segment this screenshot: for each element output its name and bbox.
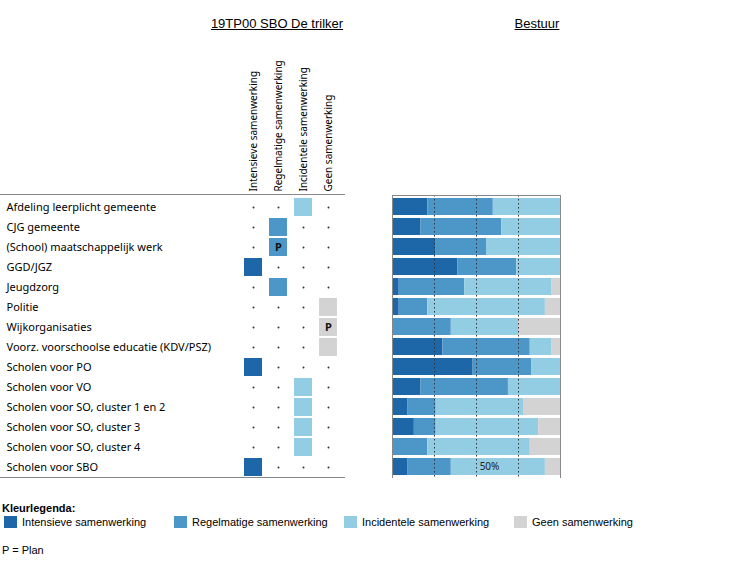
svg-text:P: P — [325, 319, 332, 334]
html-text:Incidentele samenwerking: Incidentele samenwerking — [362, 516, 490, 528]
svg-text:Scholen voor SO, cluster 4: Scholen voor SO, cluster 4 — [7, 439, 142, 454]
html-text:Intensieve samenwerking: Intensieve samenwerking — [22, 516, 147, 528]
svg-text:Afdeling leerplicht gemeente: Afdeling leerplicht gemeente — [7, 199, 157, 214]
html-text:Kleurlegenda:: Kleurlegenda: — [2, 502, 76, 514]
html-text:Regelmatige samenwerking: Regelmatige samenwerking — [192, 516, 328, 528]
svg-text:Wijkorganisaties: Wijkorganisaties — [7, 319, 92, 334]
svg-text:Scholen voor SBO: Scholen voor SBO — [7, 459, 99, 474]
svg-text:(School) maatschappelijk werk: (School) maatschappelijk werk — [7, 239, 163, 254]
html-text:P = Plan: P = Plan — [2, 544, 44, 556]
html-text:Geen samenwerking: Geen samenwerking — [532, 516, 633, 528]
svg-text:Scholen voor PO: Scholen voor PO — [7, 359, 92, 374]
svg-text:Scholen voor SO, cluster 3: Scholen voor SO, cluster 3 — [7, 419, 141, 434]
svg-text:Scholen voor VO: Scholen voor VO — [7, 379, 92, 394]
html-text:Bestuur: Bestuur — [514, 16, 560, 31]
html-text:19TP00 SBO De trilker: 19TP00 SBO De trilker — [210, 16, 344, 31]
svg-text:GGD/JGZ: GGD/JGZ — [7, 259, 52, 274]
svg-text:50%: 50% — [480, 459, 500, 473]
svg-text:CJG gemeente: CJG gemeente — [7, 219, 80, 234]
svg-text:P: P — [275, 239, 282, 254]
svg-text:Incidentele samenwerking: Incidentele samenwerking — [296, 67, 310, 191]
svg-text:Intensieve samenwerking: Intensieve samenwerking — [246, 71, 260, 192]
svg-text:Regelmatige samenwerking: Regelmatige samenwerking — [271, 60, 285, 191]
svg-text:Voorz. voorschoolse educatie (: Voorz. voorschoolse educatie (KDV/PSZ) — [7, 339, 212, 354]
svg-text:Politie: Politie — [7, 299, 39, 314]
svg-text:Geen samenwerking: Geen samenwerking — [321, 95, 335, 192]
svg-text:Scholen voor SO, cluster 1 en: Scholen voor SO, cluster 1 en 2 — [7, 399, 166, 414]
svg-text:Jeugdzorg: Jeugdzorg — [6, 279, 60, 294]
